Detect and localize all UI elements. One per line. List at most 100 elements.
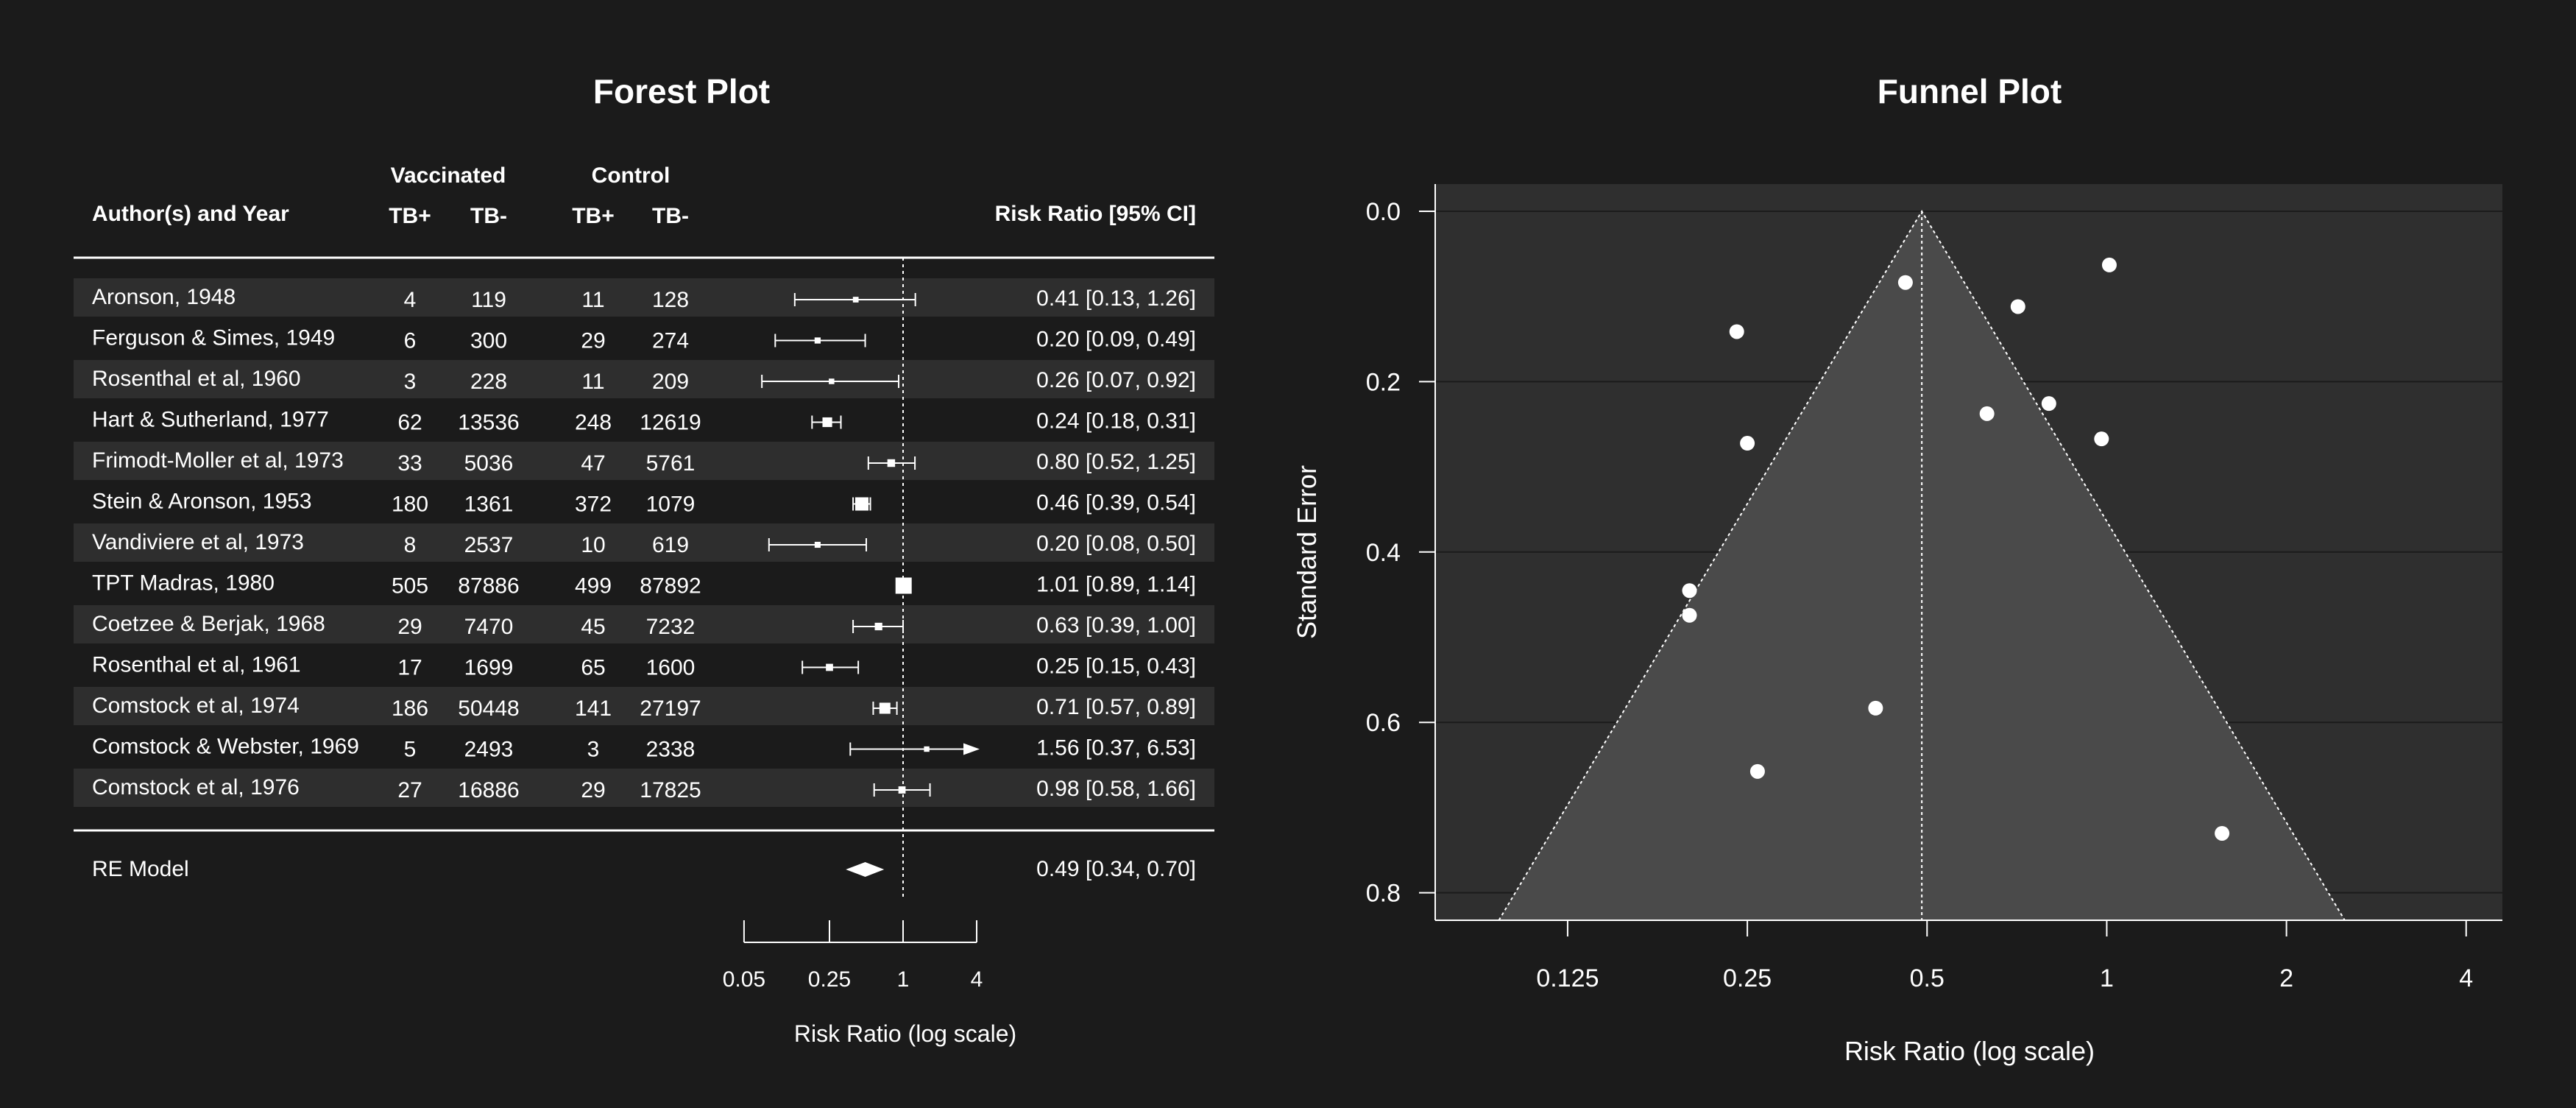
row-band [74, 605, 1214, 643]
study-count-tpos: 17 [397, 656, 422, 680]
study-count-cpos: 248 [575, 411, 612, 435]
study-count-cneg: 12619 [640, 411, 701, 435]
forest-x-axis: 0.05 0.25 1 4 [723, 920, 983, 992]
study-count-cpos: 10 [581, 533, 605, 557]
study-row: Comstock & Webster, 1969 5 2493 3 2338 1.56 [… [92, 735, 1196, 762]
study-count-cneg: 274 [652, 329, 689, 353]
funnel-point [2215, 825, 2230, 841]
header-tbneg-vaccinated: TB- [470, 204, 507, 228]
study-estimate: 0.98 [0.58, 1.66] [1036, 777, 1196, 801]
study-count-cpos: 11 [581, 288, 604, 312]
funnel-y-tick-label: 0.4 [1366, 539, 1401, 567]
study-estimate: 0.80 [0.52, 1.25] [1036, 450, 1196, 474]
funnel-point [1729, 324, 1744, 339]
point-estimate [895, 577, 912, 594]
study-count-tpos: 505 [392, 574, 428, 599]
funnel-point [2010, 299, 2025, 314]
study-estimate: 0.63 [0.39, 1.00] [1036, 613, 1196, 638]
point-estimate [829, 378, 835, 384]
study-count-cpos: 11 [581, 370, 604, 394]
header-control: Control [592, 163, 670, 188]
study-count-tneg: 1361 [464, 493, 514, 517]
study-count-cneg: 27197 [640, 696, 701, 721]
study-count-tneg: 228 [470, 370, 507, 394]
ci-arrow [963, 743, 980, 755]
point-estimate [898, 786, 906, 794]
study-count-cpos: 3 [587, 738, 600, 762]
point-estimate [814, 337, 821, 344]
study-label: Stein & Aronson, 1953 [92, 490, 312, 514]
study-count-tpos: 5 [404, 738, 417, 762]
study-label: Rosenthal et al, 1961 [92, 653, 301, 677]
header-tbneg-control: TB- [652, 204, 689, 228]
forest-axis-tick-label: 4 [971, 967, 983, 992]
study-count-tneg: 2493 [464, 738, 514, 762]
study-row: Stein & Aronson, 1953 180 1361 372 1079 0.46 … [92, 490, 1196, 517]
header-tbpos-control: TB+ [572, 204, 615, 228]
study-count-cpos: 65 [581, 656, 605, 680]
study-count-tneg: 2537 [464, 533, 514, 557]
funnel-x-tick-label: 0.25 [1723, 964, 1772, 992]
study-count-tneg: 16886 [458, 778, 519, 802]
forest-title: Forest Plot [593, 72, 770, 110]
study-count-tpos: 62 [397, 411, 422, 435]
point-estimate [852, 297, 859, 303]
header-tbpos-vaccinated: TB+ [389, 204, 431, 228]
forest-axis-tick-label: 0.25 [808, 967, 851, 992]
study-row: Hart & Sutherland, 1977 62 13536 248 12619 0.… [92, 408, 1196, 435]
study-estimate: 0.20 [0.09, 0.49] [1036, 328, 1196, 352]
study-count-cneg: 619 [652, 533, 689, 557]
funnel-x-tick-label: 1 [2100, 964, 2114, 992]
funnel-y-tick-label: 0.6 [1366, 709, 1401, 737]
forest-plot: Forest Plot Vaccinated Control Author(s)… [74, 72, 1214, 1047]
study-label: Coetzee & Berjak, 1968 [92, 612, 325, 636]
row-band [74, 769, 1214, 807]
funnel-x-tick-label: 2 [2279, 964, 2293, 992]
study-count-cneg: 5761 [646, 451, 696, 476]
study-count-tpos: 33 [397, 451, 422, 476]
study-count-tneg: 5036 [464, 451, 514, 476]
study-estimate: 0.26 [0.07, 0.92] [1036, 368, 1196, 392]
row-band [74, 687, 1214, 725]
study-row: Ferguson & Simes, 1949 6 300 29 274 0.20 [0.0… [92, 326, 1196, 353]
study-count-cpos: 499 [575, 574, 612, 599]
study-count-cneg: 1600 [646, 656, 696, 680]
point-estimate [924, 746, 930, 752]
study-count-cpos: 29 [581, 778, 605, 802]
study-label: Hart & Sutherland, 1977 [92, 408, 329, 432]
study-count-tneg: 7470 [464, 615, 514, 639]
study-label: Comstock et al, 1976 [92, 775, 300, 800]
point-estimate [874, 622, 882, 631]
study-count-cpos: 141 [575, 696, 612, 721]
header-study: Author(s) and Year [92, 202, 289, 226]
study-row: Comstock et al, 1974 186 50448 141 27197 0.71… [74, 687, 1214, 725]
study-estimate: 0.41 [0.13, 1.26] [1036, 286, 1196, 311]
study-count-tpos: 3 [404, 370, 417, 394]
funnel-point [1979, 406, 1995, 421]
study-estimate: 0.24 [0.18, 0.31] [1036, 409, 1196, 434]
study-count-tneg: 50448 [458, 696, 519, 721]
funnel-title: Funnel Plot [1878, 72, 2062, 110]
study-count-tneg: 1699 [464, 656, 514, 680]
study-row: Comstock et al, 1976 27 16886 29 17825 0.98 [… [74, 769, 1214, 807]
study-label: Aronson, 1948 [92, 285, 236, 309]
study-estimate: 0.46 [0.39, 0.54] [1036, 491, 1196, 515]
funnel-x-tick-label: 0.5 [1910, 964, 1945, 992]
study-count-tpos: 186 [392, 696, 428, 721]
study-estimate: 0.25 [0.15, 0.43] [1036, 654, 1196, 679]
header-vaccinated: Vaccinated [391, 163, 506, 188]
row-band [74, 442, 1214, 480]
study-count-tneg: 13536 [458, 411, 519, 435]
row-band [74, 360, 1214, 398]
study-row: Frimodt-Moller et al, 1973 33 5036 47 5761 0.… [74, 442, 1214, 480]
study-row: Aronson, 1948 4 119 11 128 0.41 [0.13, 1.26] [74, 278, 1214, 317]
study-count-cneg: 128 [652, 288, 689, 312]
funnel-point [1749, 763, 1765, 779]
study-row: TPT Madras, 1980 505 87886 499 87892 1.01 [0.… [92, 571, 1196, 599]
summary-label: RE Model [92, 857, 189, 881]
study-row: Coetzee & Berjak, 1968 29 7470 45 7232 0.63 [… [74, 605, 1214, 643]
funnel-y-axis-label: Standard Error [1292, 465, 1322, 639]
study-label: Comstock et al, 1974 [92, 694, 300, 718]
study-label: Rosenthal et al, 1960 [92, 367, 301, 391]
